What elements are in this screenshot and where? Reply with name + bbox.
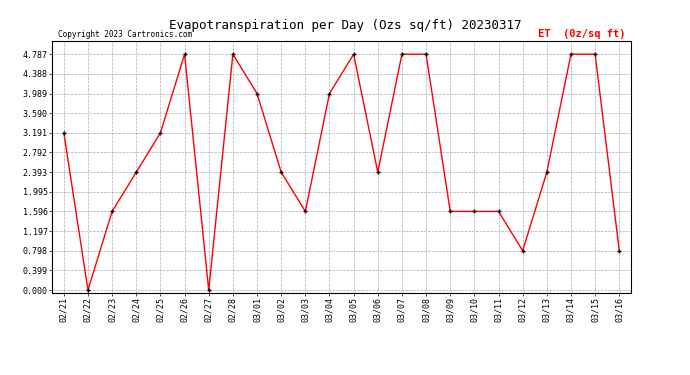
Point — [106, 209, 117, 214]
Point — [614, 248, 625, 254]
Point — [589, 51, 600, 57]
Point — [228, 51, 239, 57]
Point — [276, 169, 287, 175]
Point — [203, 287, 214, 293]
Point — [469, 209, 480, 214]
Point — [155, 130, 166, 136]
Point — [420, 51, 432, 57]
Point — [324, 90, 335, 96]
Point — [83, 287, 94, 293]
Text: Evapotranspiration per Day (Ozs sq/ft) 20230317: Evapotranspiration per Day (Ozs sq/ft) 2… — [169, 19, 521, 32]
Text: ET  (0z/sq ft): ET (0z/sq ft) — [538, 29, 626, 39]
Point — [373, 169, 384, 175]
Text: Copyright 2023 Cartronics.com: Copyright 2023 Cartronics.com — [57, 30, 192, 39]
Point — [299, 209, 310, 214]
Point — [130, 169, 142, 175]
Point — [179, 51, 190, 57]
Point — [493, 209, 504, 214]
Point — [58, 130, 69, 136]
Point — [518, 248, 529, 254]
Point — [348, 51, 359, 57]
Point — [566, 51, 577, 57]
Point — [251, 90, 262, 96]
Point — [542, 169, 553, 175]
Point — [444, 209, 455, 214]
Point — [396, 51, 407, 57]
